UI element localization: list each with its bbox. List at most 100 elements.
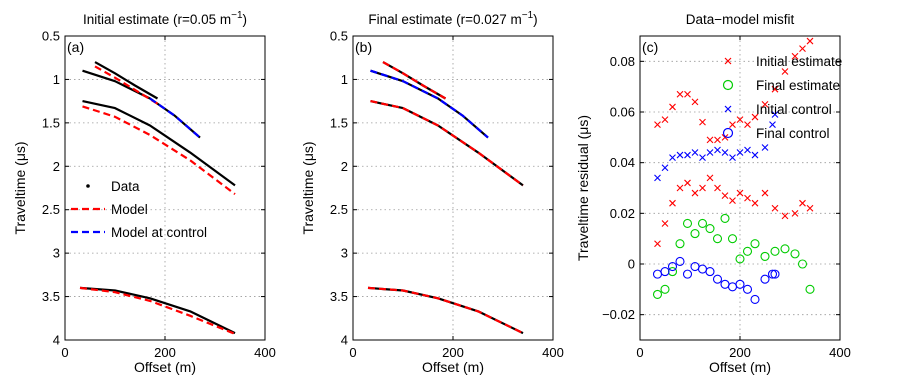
y-tick-label: 0.08	[610, 54, 635, 69]
y-tick-label: 2.5	[42, 202, 60, 217]
data-point	[735, 279, 745, 289]
data-point	[705, 223, 715, 234]
chart-title-exponent: −1	[231, 10, 243, 21]
data-point	[676, 151, 684, 159]
x-tick-label: 0	[349, 345, 356, 360]
chart-title-text: Final estimate (r=0.027 m	[368, 12, 521, 27]
data-point	[720, 213, 730, 223]
legend-label: Model	[111, 202, 148, 217]
y-tick-label: 0.04	[610, 155, 635, 170]
y-tick-label: 3	[341, 246, 348, 261]
legend-label: Final estimate	[756, 78, 840, 93]
data-point	[712, 274, 723, 284]
x-tick-label: 200	[442, 345, 464, 360]
data-point	[806, 204, 814, 212]
data-point	[744, 121, 751, 129]
x-tick-label: 400	[542, 345, 564, 360]
data-point	[736, 116, 744, 123]
data-point	[675, 256, 685, 267]
data-point	[805, 284, 815, 294]
data-point	[712, 234, 723, 244]
data-point	[714, 136, 721, 144]
data-point	[767, 269, 778, 279]
x-axis-label: Offset (m)	[709, 359, 771, 375]
data-point	[799, 199, 806, 207]
data-point	[736, 189, 744, 197]
data-point	[654, 240, 661, 248]
data-point	[682, 218, 693, 229]
data-point	[721, 133, 729, 141]
data-point	[676, 90, 684, 98]
series-final-control	[652, 256, 780, 305]
y-tick-label: 0.06	[610, 105, 635, 120]
data-point	[699, 184, 706, 192]
data-point	[781, 212, 789, 220]
panel-1: 0 200 400 0.5 1 1.5 2 2.5 3 3.5 4 Offset (m) Travelt…	[12, 10, 276, 375]
y-tick-label: 2	[53, 159, 60, 174]
series-model-at-control-line	[370, 69, 489, 139]
data-point	[699, 154, 706, 161]
data-point	[691, 189, 699, 197]
data-point	[729, 121, 736, 129]
series-model-line	[370, 100, 524, 187]
panel-label: (a)	[67, 39, 84, 55]
x-tick-label: 0	[61, 345, 68, 360]
y-tick-label: 4	[341, 333, 348, 348]
data-point	[667, 261, 678, 272]
chart-title-exponent: −1	[522, 10, 534, 21]
data-point	[714, 184, 721, 192]
legend: Data Model Model at control	[71, 179, 207, 240]
data-point	[654, 174, 661, 182]
data-point	[676, 184, 684, 192]
y-tick-label: 0.5	[42, 29, 60, 44]
legend-label: Model at control	[111, 225, 207, 240]
data-point	[736, 149, 744, 156]
series-model-line	[367, 286, 524, 335]
data-point	[654, 121, 661, 129]
data-point	[750, 294, 760, 305]
series-data-line	[79, 286, 236, 335]
data-point	[721, 149, 729, 156]
series-data-line	[94, 61, 159, 100]
data-point	[682, 269, 693, 279]
chart-title-close: )	[243, 12, 248, 27]
data-point	[729, 154, 736, 161]
data-point	[660, 284, 670, 294]
y-tick-label: 3.5	[42, 289, 60, 304]
y-tick-label: 2.5	[330, 202, 348, 217]
data-point	[735, 254, 745, 264]
data-point	[751, 151, 759, 159]
data-point	[661, 220, 669, 227]
data-point	[761, 101, 769, 108]
y-tick-label: 0	[628, 257, 635, 272]
data-point	[744, 194, 751, 202]
data-point	[669, 154, 676, 161]
y-tick-label: 3	[53, 246, 60, 261]
legend-marker-x	[724, 105, 732, 113]
legend-marker-data	[86, 184, 90, 188]
data-point	[791, 209, 799, 217]
y-tick-label: 1	[53, 72, 60, 87]
data-point	[770, 269, 780, 279]
legend-label: Initial control	[756, 102, 832, 117]
data-point	[691, 98, 699, 106]
x-axis-label: Offset (m)	[422, 359, 484, 375]
data-point	[770, 246, 780, 256]
data-point	[751, 199, 759, 207]
data-point	[781, 68, 789, 75]
series-model-line	[382, 61, 447, 100]
chart-title-text: Initial estimate (r=0.05 m	[83, 12, 231, 27]
data-point	[699, 118, 706, 126]
data-point	[706, 149, 714, 156]
legend-marker-x	[724, 57, 732, 65]
data-point	[691, 149, 699, 156]
data-point	[714, 146, 721, 154]
chart-title-text: Data−model misfit	[686, 12, 795, 27]
y-tick-label: 1.5	[330, 115, 348, 130]
legend: Initial estimate Final estimate Initial co…	[722, 54, 842, 141]
y-tick-label: −0.02	[602, 307, 635, 322]
data-point	[661, 116, 669, 123]
legend-label: Data	[111, 179, 140, 194]
legend-marker-o	[722, 127, 734, 139]
